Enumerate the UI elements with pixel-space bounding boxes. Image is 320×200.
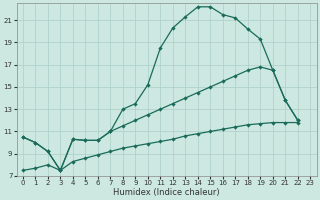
X-axis label: Humidex (Indice chaleur): Humidex (Indice chaleur) xyxy=(113,188,220,197)
